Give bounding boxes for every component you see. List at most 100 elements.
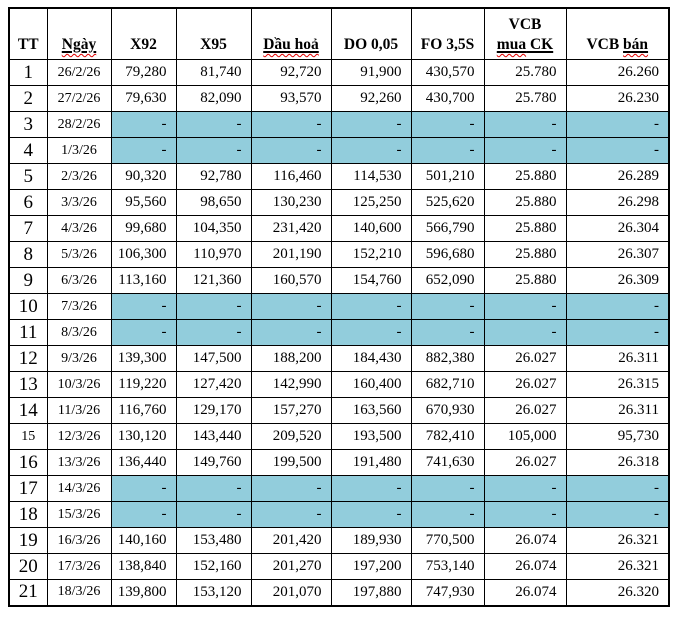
value-cell: 26.074 bbox=[483, 527, 567, 554]
value-cell: 110,970 bbox=[175, 241, 252, 268]
value-cell: - bbox=[565, 475, 670, 502]
value-cell: - bbox=[410, 111, 485, 138]
value-cell: 26.321 bbox=[565, 553, 670, 580]
table-header: TT Ngày X92 X95 Dầu hoả DO 0,05 FO 3,5S VCB mua … bbox=[8, 7, 670, 60]
value-cell: 138,840 bbox=[110, 553, 177, 580]
value-cell: 231,420 bbox=[250, 215, 332, 242]
value-cell: 882,380 bbox=[410, 345, 485, 372]
value-cell: 125,250 bbox=[330, 189, 412, 216]
value-cell: 197,880 bbox=[330, 579, 412, 606]
tt-cell: 16 bbox=[8, 449, 48, 476]
value-cell: 747,930 bbox=[410, 579, 485, 606]
value-cell: - bbox=[565, 293, 670, 320]
value-cell: 149,760 bbox=[175, 449, 252, 476]
value-cell: 26.260 bbox=[565, 59, 670, 86]
value-cell: - bbox=[110, 137, 177, 164]
value-cell: - bbox=[250, 293, 332, 320]
table-row: 3 28/2/26- - - - - - - bbox=[8, 111, 670, 138]
value-cell: - bbox=[250, 501, 332, 528]
value-cell: 201,270 bbox=[250, 553, 332, 580]
tt-cell: 13 bbox=[8, 371, 48, 398]
value-cell: 153,480 bbox=[175, 527, 252, 554]
value-cell: 25.780 bbox=[483, 85, 567, 112]
table-row: 18 15/3/26- - - - - - - bbox=[8, 501, 670, 528]
value-cell: - bbox=[410, 137, 485, 164]
tt-cell: 6 bbox=[8, 189, 48, 216]
value-cell: 26.027 bbox=[483, 397, 567, 424]
date-cell: 3/3/26 bbox=[46, 189, 112, 216]
table-row: 8 5/3/26 106,300 110,970 201,190 152,210 596,6… bbox=[8, 241, 670, 268]
value-cell: 152,160 bbox=[175, 553, 252, 580]
value-cell: - bbox=[250, 111, 332, 138]
date-cell: 15/3/26 bbox=[46, 501, 112, 528]
value-cell: 26.230 bbox=[565, 85, 670, 112]
value-cell: 201,070 bbox=[250, 579, 332, 606]
date-cell: 6/3/26 bbox=[46, 267, 112, 294]
header-text: Dầu hoả bbox=[263, 36, 319, 53]
value-cell: - bbox=[483, 137, 567, 164]
value-cell: 26.027 bbox=[483, 371, 567, 398]
date-cell: 10/3/26 bbox=[46, 371, 112, 398]
value-cell: 79,630 bbox=[110, 85, 177, 112]
tt-cell: 8 bbox=[8, 241, 48, 268]
column-header-vcb_mua_ck: VCB mua CK bbox=[483, 7, 567, 60]
value-cell: 129,170 bbox=[175, 397, 252, 424]
value-cell: 26.074 bbox=[483, 579, 567, 606]
value-cell: 153,120 bbox=[175, 579, 252, 606]
date-cell: 11/3/26 bbox=[46, 397, 112, 424]
value-cell: - bbox=[410, 501, 485, 528]
value-cell: 136,440 bbox=[110, 449, 177, 476]
value-cell: 139,800 bbox=[110, 579, 177, 606]
value-cell: 81,740 bbox=[175, 59, 252, 86]
value-cell: 90,320 bbox=[110, 163, 177, 190]
value-cell: 753,140 bbox=[410, 553, 485, 580]
value-cell: 26.321 bbox=[565, 527, 670, 554]
value-cell: 130,120 bbox=[110, 423, 177, 450]
value-cell: - bbox=[410, 475, 485, 502]
date-cell: 4/3/26 bbox=[46, 215, 112, 242]
tt-cell: 11 bbox=[8, 319, 48, 346]
column-header-dau_hoa: Dầu hoả bbox=[250, 7, 332, 60]
table-row: 4 1/3/26- - - - - - - bbox=[8, 137, 670, 164]
table-row: 6 3/3/26 95,560 98,650 130,230 125,250 525,620… bbox=[8, 189, 670, 216]
value-cell: - bbox=[175, 319, 252, 346]
value-cell: - bbox=[175, 293, 252, 320]
tt-cell: 14 bbox=[8, 397, 48, 424]
value-cell: - bbox=[250, 137, 332, 164]
value-cell: - bbox=[565, 137, 670, 164]
value-cell: 154,760 bbox=[330, 267, 412, 294]
value-cell: - bbox=[483, 111, 567, 138]
value-cell: - bbox=[410, 293, 485, 320]
table-row: 15 12/3/26 130,120 143,440 209,520 193,500 782… bbox=[8, 423, 670, 450]
value-cell: 188,200 bbox=[250, 345, 332, 372]
value-cell: 201,420 bbox=[250, 527, 332, 554]
header-text: X92 bbox=[130, 36, 157, 54]
value-cell: 26.309 bbox=[565, 267, 670, 294]
table-row: 17 14/3/26- - - - - - - bbox=[8, 475, 670, 502]
value-cell: 525,620 bbox=[410, 189, 485, 216]
tt-cell: 20 bbox=[8, 553, 48, 580]
value-cell: 197,200 bbox=[330, 553, 412, 580]
tt-cell: 18 bbox=[8, 501, 48, 528]
value-cell: 26.311 bbox=[565, 345, 670, 372]
value-cell: - bbox=[175, 475, 252, 502]
header-text: DO 0,05 bbox=[343, 36, 399, 54]
date-cell: 17/3/26 bbox=[46, 553, 112, 580]
table-row: 1 26/2/26 79,280 81,740 92,720 91,900 430,570 2… bbox=[8, 59, 670, 86]
value-cell: 25.880 bbox=[483, 163, 567, 190]
value-cell: 119,220 bbox=[110, 371, 177, 398]
header-text: bán bbox=[623, 36, 648, 53]
value-cell: 26.315 bbox=[565, 371, 670, 398]
header-text: CK bbox=[526, 36, 554, 54]
value-cell: 105,000 bbox=[483, 423, 567, 450]
value-cell: 160,400 bbox=[330, 371, 412, 398]
value-cell: - bbox=[330, 111, 412, 138]
value-cell: - bbox=[175, 111, 252, 138]
value-cell: 26.027 bbox=[483, 345, 567, 372]
value-cell: 26.298 bbox=[565, 189, 670, 216]
value-cell: 139,300 bbox=[110, 345, 177, 372]
header-text: VCB bbox=[508, 16, 542, 34]
value-cell: - bbox=[565, 319, 670, 346]
value-cell: 116,760 bbox=[110, 397, 177, 424]
misspelled-word: mua bbox=[496, 36, 527, 54]
